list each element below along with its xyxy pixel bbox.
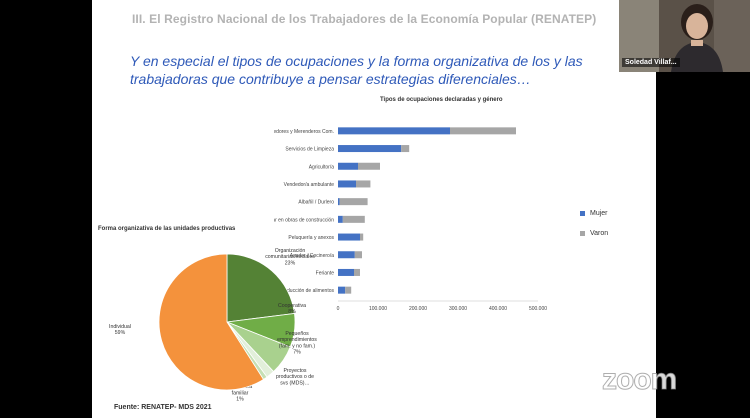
legend-label-varon: Varon [590,229,609,237]
category-label: Servicios de Limpieza [285,147,334,153]
slide-subtitle-line-1: Y en especial el tipos de ocupaciones y … [130,53,583,69]
category-label: Trabajador/a de Comedores y Merenderos C… [274,129,334,135]
slide-subtitle: Y en especial el tipos de ocupaciones y … [130,52,650,88]
slide-title: III. El Registro Nacional de los Trabaja… [132,12,597,26]
category-label: Asador / Cocinero/a [290,253,334,259]
bar-varon [345,286,352,294]
bar-mujer [338,180,356,188]
bar-varon [356,180,371,188]
category-label: Feriante [316,270,335,276]
presentation-slide: III. El Registro Nacional de los Trabaja… [92,0,656,418]
bar-mujer [338,198,340,206]
x-tick-label: 400.000 [489,306,507,312]
legend-item-varon: Varon [580,223,608,243]
bar-varon [360,233,364,241]
legend-swatch-mujer [580,210,585,216]
category-label: Albañil / Durlero [298,200,334,206]
pie-slice-label: Organización comunitarias/sociales 23% [265,248,315,266]
pie-slice [158,253,264,391]
x-tick-label: 200.000 [409,306,427,312]
category-label: Vendedor/a ambulante [284,182,335,188]
bar-varon [358,162,380,170]
pie-chart-title: Forma organizativa de las unidades produ… [98,226,236,232]
bar-mujer [338,127,450,135]
bar-varon [342,215,365,223]
bar-chart-legend: Mujer Varon [580,203,608,243]
legend-label-mujer: Mujer [590,209,608,217]
category-label: Peluquería y anexos [288,235,334,241]
bar-varon [354,251,362,259]
slide-subtitle-line-2: trabajadoras que contribuye a pensar est… [130,71,531,87]
pie-slice-label: Cooperativa 8% [278,303,306,315]
bar-varon [450,127,516,135]
pie-slice-label: Proyectos productivos o de svs (MDS)… [276,368,314,386]
bar-mujer [338,145,402,153]
x-tick-label: 100.000 [369,306,387,312]
bar-chart-title: Tipos de ocupaciones declaradas y género [380,97,503,103]
bar-mujer [338,162,358,170]
occupation-bar-chart: Trabajador/a de Comedores y Merenderos C… [274,127,547,312]
pie-slice-label: Pequeños emprendimientos (fam. y no fam.) 7… [277,331,317,356]
category-label: Producción de alimentos [279,288,334,294]
legend-item-mujer: Mujer [580,203,608,223]
organization-pie-chart: Organización comunitarias/sociales 23% Coop… [109,248,317,403]
participant-name-tag: Soledad Villaf... [622,58,680,67]
x-tick-label: 0 [337,306,340,312]
participant-video-tile[interactable]: Soledad Villaf... [619,0,750,72]
category-label: Agricultor/a [309,164,335,170]
x-tick-label: 300.000 [449,306,467,312]
x-tick-label: 500.000 [529,306,547,312]
zoom-watermark-logo: zoom [601,363,677,397]
bar-mujer [338,215,343,223]
bar-mujer [338,286,346,294]
bar-mujer [338,251,355,259]
category-label: Ayudante / Auxiliar en obras de construc… [274,217,334,223]
bar-varon [354,268,360,276]
bar-mujer [338,268,354,276]
source-note: Fuente: RENATEP- MDS 2021 [114,404,212,411]
pie-slice-label: Individual 59% [109,324,131,336]
pie-slice [226,253,295,323]
bar-varon [401,145,410,153]
bar-varon [339,198,368,206]
legend-swatch-varon [580,230,585,236]
bar-mujer [338,233,360,241]
